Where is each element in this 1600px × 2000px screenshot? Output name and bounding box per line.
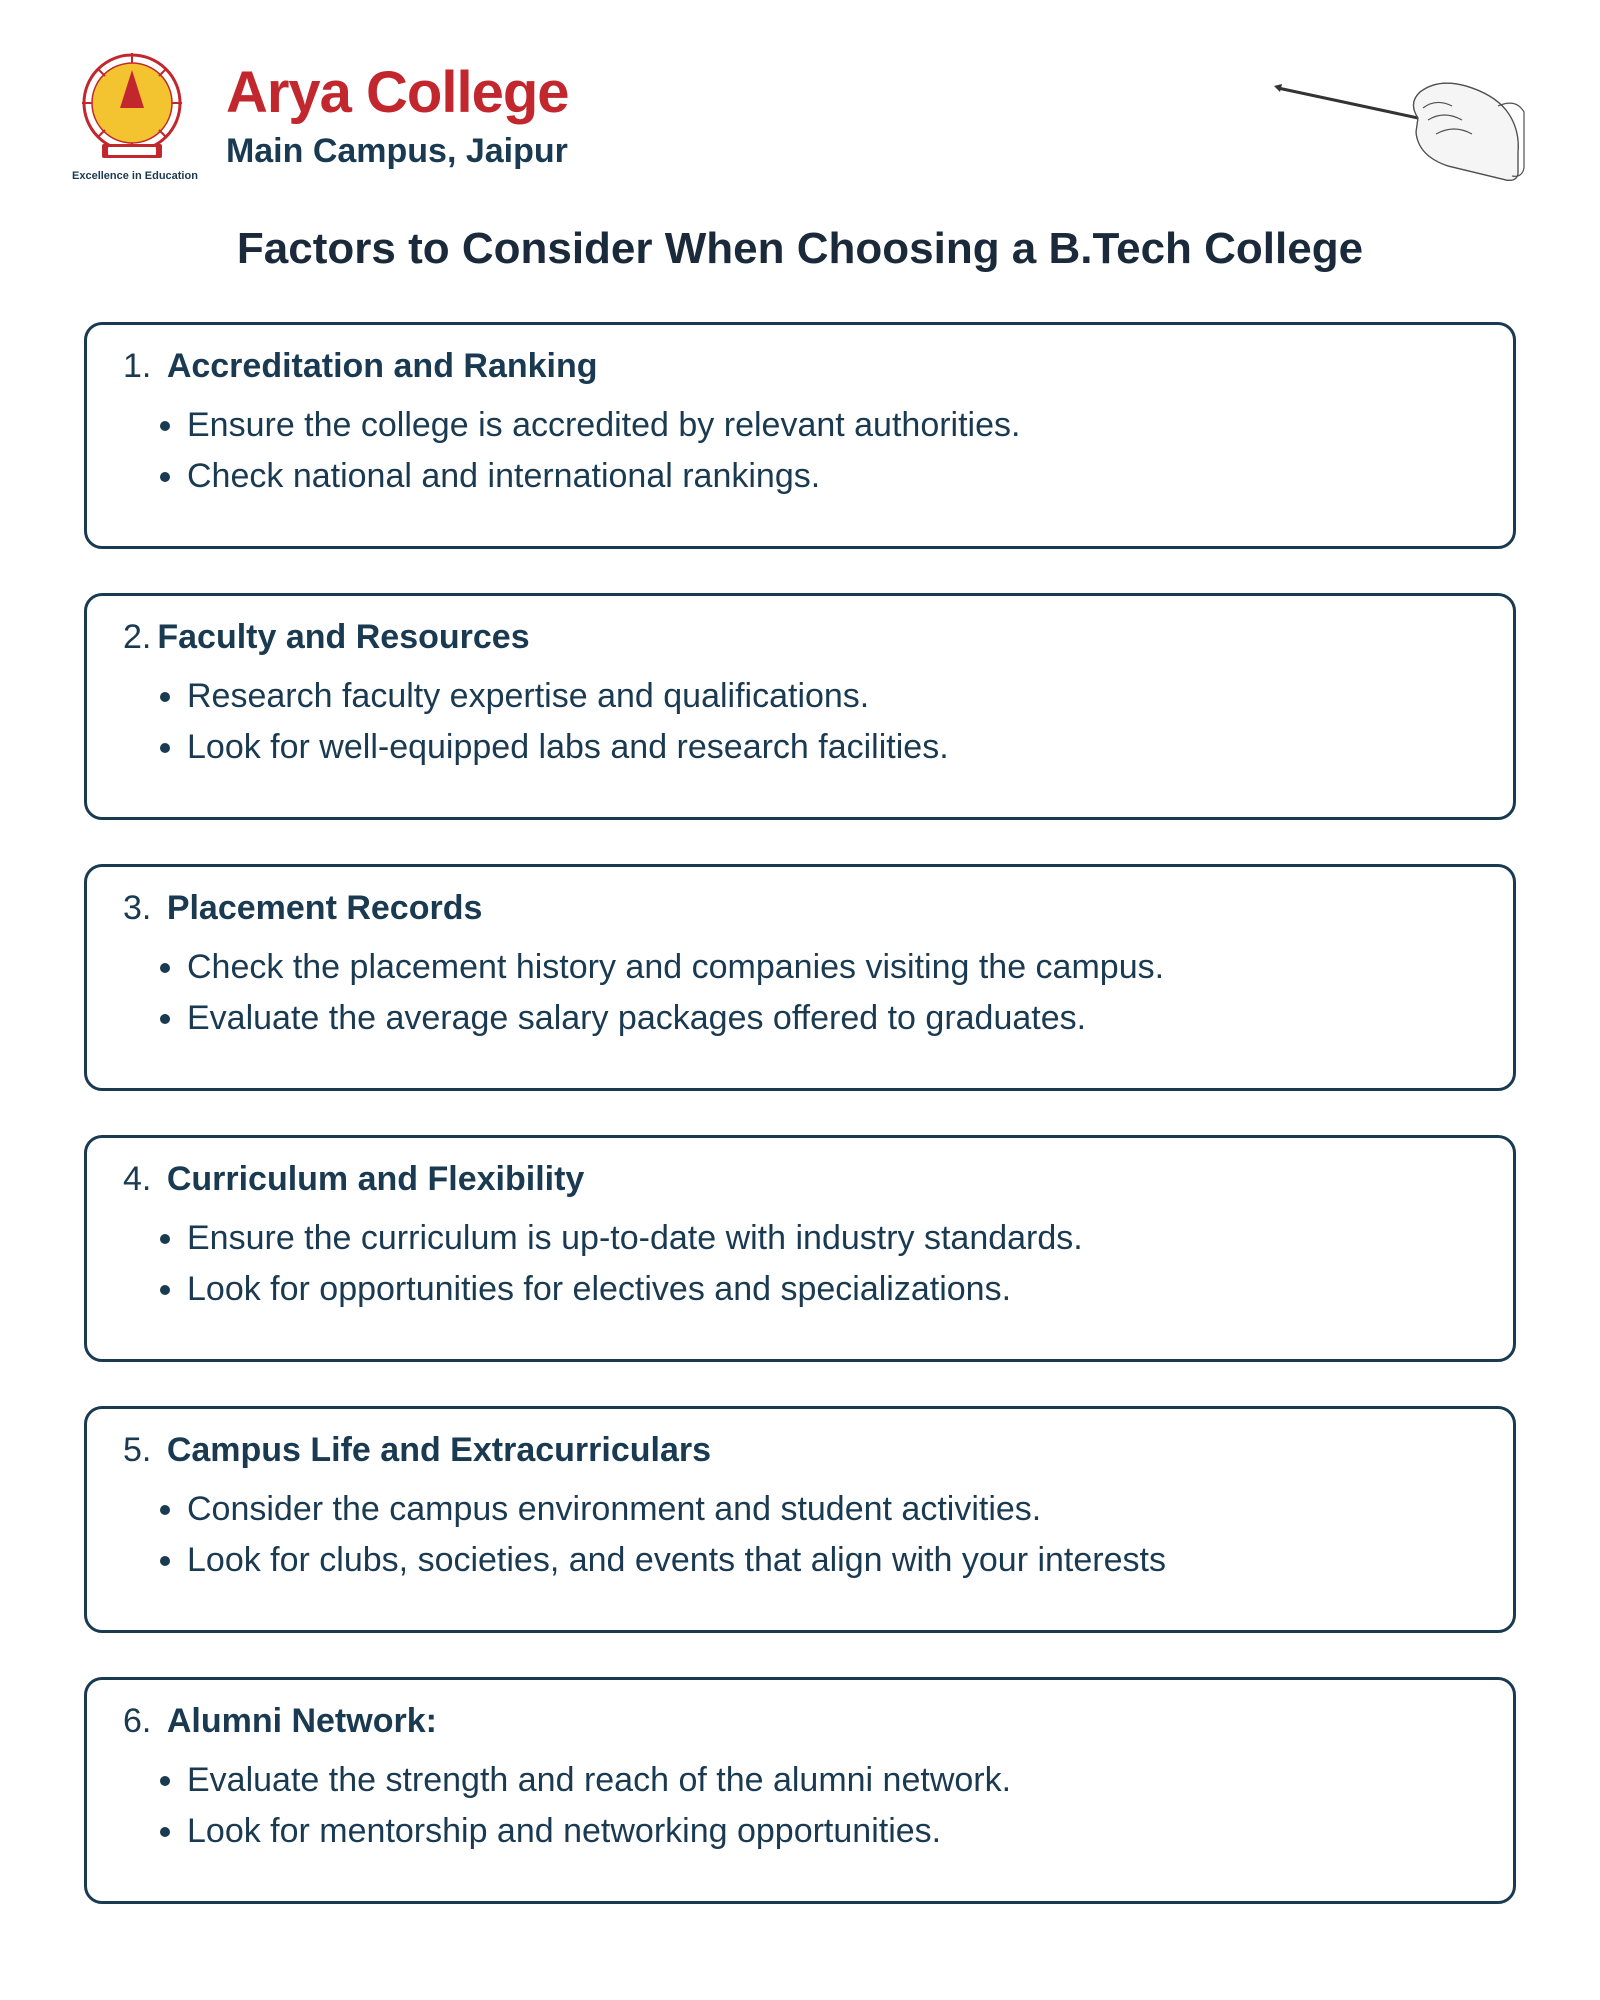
bullet-item: Look for well-equipped labs and research… bbox=[187, 722, 1477, 773]
card-title: 2.Faculty and Resources bbox=[123, 618, 1477, 657]
card-heading: Placement Records bbox=[167, 889, 483, 927]
card-number: 2. bbox=[123, 618, 151, 656]
card-list: 1. Accreditation and Ranking Ensure the c… bbox=[72, 322, 1528, 1904]
bullet-item: Evaluate the average salary packages off… bbox=[187, 993, 1477, 1044]
card-number: 4. bbox=[123, 1160, 151, 1198]
card-heading: Alumni Network: bbox=[167, 1702, 437, 1740]
hand-writing-icon bbox=[1268, 48, 1528, 188]
bullet-item: Look for opportunities for electives and… bbox=[187, 1264, 1477, 1315]
card-bullets: Evaluate the strength and reach of the a… bbox=[123, 1755, 1477, 1857]
factor-card: 6. Alumni Network: Evaluate the strength … bbox=[84, 1677, 1516, 1904]
card-heading: Campus Life and Extracurriculars bbox=[167, 1431, 711, 1469]
document-page: Excellence in Education Arya College Mai… bbox=[0, 0, 1600, 1964]
factor-card: 1. Accreditation and Ranking Ensure the c… bbox=[84, 322, 1516, 549]
brand-block: Excellence in Education Arya College Mai… bbox=[72, 48, 569, 182]
factor-card: 3. Placement Records Check the placement … bbox=[84, 864, 1516, 1091]
card-number: 6. bbox=[123, 1702, 151, 1740]
factor-card: 5. Campus Life and Extracurriculars Consi… bbox=[84, 1406, 1516, 1633]
bullet-item: Check national and international ranking… bbox=[187, 451, 1477, 502]
college-name: Arya College bbox=[226, 59, 569, 126]
bullet-item: Look for clubs, societies, and events th… bbox=[187, 1535, 1477, 1586]
header: Excellence in Education Arya College Mai… bbox=[72, 48, 1528, 188]
card-number: 1. bbox=[123, 347, 151, 385]
bullet-item: Look for mentorship and networking oppor… bbox=[187, 1806, 1477, 1857]
card-bullets: Ensure the college is accredited by rele… bbox=[123, 400, 1477, 502]
bullet-item: Research faculty expertise and qualifica… bbox=[187, 671, 1477, 722]
card-title: 3. Placement Records bbox=[123, 889, 1477, 928]
brand-text: Arya College Main Campus, Jaipur bbox=[226, 59, 569, 171]
bullet-item: Consider the campus environment and stud… bbox=[187, 1484, 1477, 1535]
bullet-item: Ensure the curriculum is up-to-date with… bbox=[187, 1213, 1477, 1264]
card-title: 1. Accreditation and Ranking bbox=[123, 347, 1477, 386]
card-bullets: Check the placement history and companie… bbox=[123, 942, 1477, 1044]
bullet-item: Evaluate the strength and reach of the a… bbox=[187, 1755, 1477, 1806]
card-title: 4. Curriculum and Flexibility bbox=[123, 1160, 1477, 1199]
card-bullets: Consider the campus environment and stud… bbox=[123, 1484, 1477, 1586]
card-heading: Accreditation and Ranking bbox=[167, 347, 598, 385]
bullet-item: Ensure the college is accredited by rele… bbox=[187, 400, 1477, 451]
card-bullets: Research faculty expertise and qualifica… bbox=[123, 671, 1477, 773]
card-title: 6. Alumni Network: bbox=[123, 1702, 1477, 1741]
bullet-item: Check the placement history and companie… bbox=[187, 942, 1477, 993]
campus-line: Main Campus, Jaipur bbox=[226, 132, 569, 171]
card-heading: Curriculum and Flexibility bbox=[167, 1160, 585, 1198]
page-title: Factors to Consider When Choosing a B.Te… bbox=[72, 224, 1528, 274]
card-bullets: Ensure the curriculum is up-to-date with… bbox=[123, 1213, 1477, 1315]
card-number: 5. bbox=[123, 1431, 151, 1469]
factor-card: 2.Faculty and Resources Research faculty … bbox=[84, 593, 1516, 820]
card-title: 5. Campus Life and Extracurriculars bbox=[123, 1431, 1477, 1470]
tagline: Excellence in Education bbox=[72, 170, 198, 182]
factor-card: 4. Curriculum and Flexibility Ensure the … bbox=[84, 1135, 1516, 1362]
college-logo-icon bbox=[72, 48, 192, 168]
card-number: 3. bbox=[123, 889, 151, 927]
logo-wrap: Excellence in Education bbox=[72, 48, 198, 182]
card-heading: Faculty and Resources bbox=[157, 618, 529, 656]
